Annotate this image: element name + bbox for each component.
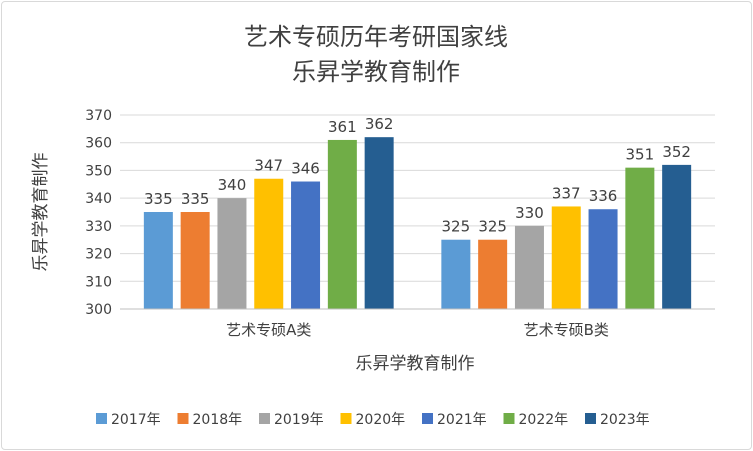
- bar-2021年-艺术专硕B类: [588, 209, 618, 309]
- x-tick-label: 艺术专硕A类: [226, 321, 311, 339]
- bar-2023年-艺术专硕A类: [364, 137, 394, 309]
- y-tick-label: 340: [85, 191, 112, 207]
- y-tick-label: 310: [85, 274, 112, 290]
- data-label: 335: [144, 190, 173, 208]
- data-label: 361: [328, 118, 357, 136]
- legend-swatch: [259, 413, 270, 424]
- x-axis-label: 乐昇学教育制作: [356, 354, 475, 374]
- data-label: 346: [291, 160, 320, 178]
- legend-label: 2017年: [111, 412, 161, 428]
- data-label: 340: [218, 176, 247, 194]
- data-label: 330: [515, 204, 544, 222]
- data-label: 351: [626, 146, 655, 164]
- legend-label: 2019年: [274, 412, 324, 428]
- chart-subtitle: 乐昇学教育制作: [292, 58, 460, 86]
- legend-swatch: [340, 413, 352, 424]
- legend-label: 2022年: [519, 412, 569, 428]
- legend-swatch: [177, 413, 189, 424]
- legend-swatch: [422, 413, 433, 424]
- bar-2023年-艺术专硕B类: [662, 164, 692, 309]
- legend-swatch: [96, 413, 107, 424]
- bar-2022年-艺术专硕B类: [625, 167, 655, 309]
- bar-2020年-艺术专硕B类: [551, 206, 581, 309]
- legend-label: 2018年: [193, 412, 243, 428]
- data-label: 352: [662, 143, 691, 161]
- bar-2019年-艺术专硕B类: [514, 225, 544, 309]
- legend-label: 2023年: [600, 412, 650, 428]
- legend-swatch: [585, 413, 596, 424]
- data-label: 325: [478, 218, 507, 236]
- y-tick-label: 360: [85, 136, 112, 152]
- bar-2018年-艺术专硕A类: [180, 212, 210, 309]
- data-label: 347: [254, 157, 283, 175]
- legend-label: 2020年: [356, 412, 406, 428]
- y-tick-label: 370: [85, 108, 112, 124]
- bar-2018年-艺术专硕B类: [478, 239, 508, 309]
- bar-2021年-艺术专硕A类: [291, 181, 321, 309]
- data-label: 362: [365, 115, 394, 133]
- y-tick-label: 300: [85, 302, 112, 318]
- chart-title: 艺术专硕历年考研国家线: [244, 23, 508, 51]
- bar-2019年-艺术专硕A类: [217, 198, 247, 309]
- data-label: 335: [181, 190, 210, 208]
- y-axis-label: 乐昇学教育制作: [31, 153, 51, 272]
- data-label: 337: [552, 184, 581, 202]
- legend-label: 2021年: [437, 412, 487, 428]
- legend-swatch: [503, 413, 515, 424]
- bar-2022年-艺术专硕A类: [327, 139, 357, 309]
- data-label: 325: [442, 218, 471, 236]
- y-tick-label: 320: [85, 247, 112, 263]
- y-tick-label: 350: [85, 163, 112, 179]
- x-tick-label: 艺术专硕B类: [524, 321, 609, 339]
- data-label: 336: [589, 187, 618, 205]
- y-tick-label: 330: [85, 219, 112, 235]
- bar-2017年-艺术专硕A类: [143, 212, 173, 309]
- bar-2020年-艺术专硕A类: [254, 178, 284, 309]
- bar-2017年-艺术专硕B类: [441, 239, 471, 309]
